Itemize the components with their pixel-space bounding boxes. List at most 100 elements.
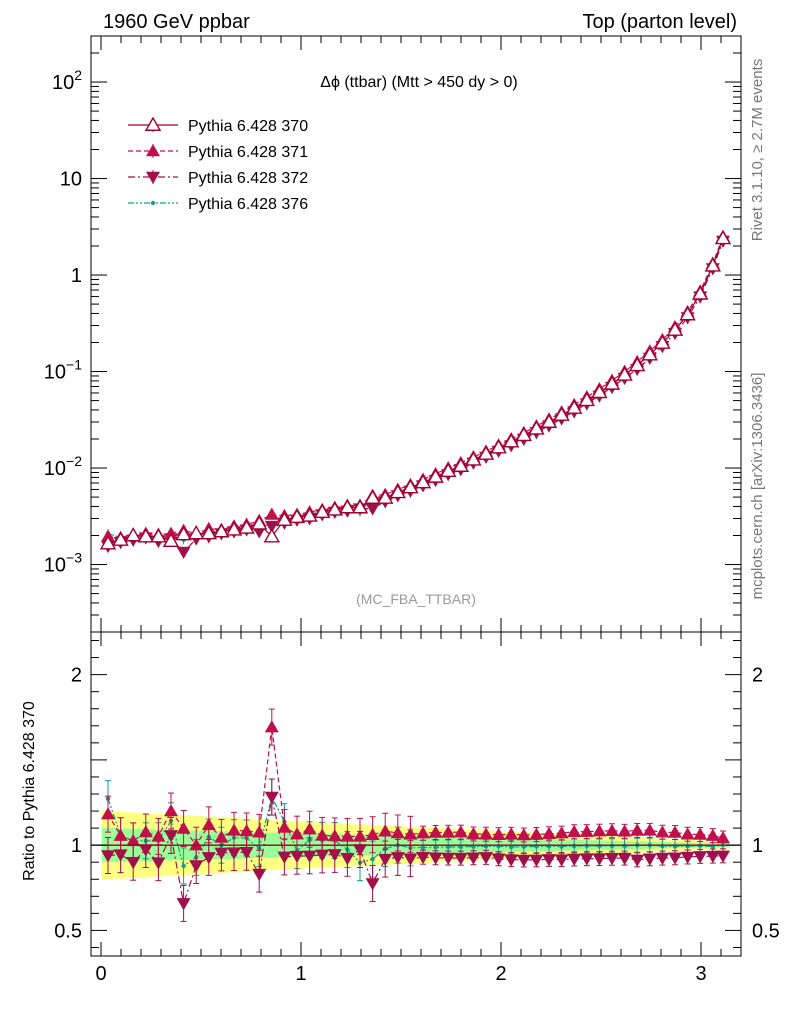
- data-point: [654, 334, 671, 349]
- data-point: [502, 433, 520, 448]
- data-point: [201, 852, 216, 865]
- data-point: [693, 827, 708, 840]
- data-point: [252, 825, 267, 838]
- data-point: [340, 829, 355, 842]
- data-point: [516, 854, 531, 867]
- data-point: [465, 451, 482, 466]
- data-point: [453, 825, 468, 838]
- ratio-axes-box: [90, 631, 742, 957]
- data-point: [439, 462, 457, 478]
- data-point: [679, 306, 696, 321]
- data-point: [376, 489, 394, 504]
- data-point: [704, 257, 722, 272]
- data-point: [609, 843, 615, 849]
- data-point: [214, 830, 229, 843]
- data-point: [339, 499, 356, 514]
- data-point: [250, 515, 268, 530]
- data-point: [146, 144, 160, 157]
- data-point: [181, 863, 186, 869]
- legend-entry: Pythia 6.428 372: [128, 170, 308, 187]
- data-point: [175, 526, 192, 541]
- legend-label: Pythia 6.428 370: [188, 118, 308, 135]
- data-point: [414, 473, 432, 489]
- data-point: [579, 824, 594, 837]
- data-point: [176, 546, 191, 559]
- data-point: [714, 229, 732, 245]
- legend-label: Pythia 6.428 371: [188, 144, 308, 161]
- data-point: [264, 720, 279, 733]
- data-point: [529, 854, 544, 867]
- x-tick-label: 2: [495, 963, 506, 985]
- ratio-y-tick-label: 1: [71, 835, 82, 857]
- ratio-y-tick-label-right: 2: [752, 665, 763, 687]
- data-point: [164, 830, 178, 843]
- data-point: [433, 845, 438, 850]
- data-point: [151, 829, 166, 842]
- data-point: [685, 843, 690, 849]
- data-point: [491, 853, 506, 866]
- data-point: [554, 854, 569, 867]
- data-point: [200, 525, 218, 540]
- data-point: [641, 346, 659, 361]
- data-point: [113, 849, 128, 862]
- data-point: [264, 507, 279, 520]
- data-point: [290, 827, 304, 840]
- data-point: [509, 844, 514, 850]
- data-point: [680, 851, 695, 864]
- y-tick-label: 1: [71, 265, 82, 287]
- data-point: [416, 826, 430, 839]
- x-tick-label: 0: [95, 963, 106, 985]
- data-point: [225, 521, 243, 536]
- data-point: [315, 849, 330, 862]
- data-point: [617, 824, 632, 837]
- data-point: [642, 853, 657, 866]
- data-point: [441, 825, 456, 838]
- data-point: [390, 825, 405, 839]
- data-point: [642, 823, 657, 836]
- data-point: [491, 827, 506, 840]
- series-pythia-6.428-376: [105, 233, 726, 885]
- data-point: [617, 852, 632, 866]
- series-pythia-6.428-371: [101, 229, 730, 864]
- ratio-y-tick-label: 0.5: [54, 920, 82, 942]
- data-point: [705, 828, 720, 841]
- data-point: [378, 853, 393, 867]
- ratio-y-tick-label: 2: [71, 665, 82, 687]
- data-point: [490, 439, 507, 454]
- data-point: [655, 852, 670, 866]
- data-point: [365, 827, 380, 840]
- ratio-y-label: Ratio to Pythia 6.428 370: [21, 701, 38, 881]
- y-tick-label: 10−2: [44, 453, 82, 480]
- data-point: [528, 420, 545, 435]
- data-point: [390, 852, 405, 865]
- data-point: [264, 520, 279, 534]
- data-point: [592, 824, 607, 837]
- data-point: [340, 853, 355, 866]
- data-point: [112, 531, 129, 546]
- data-point: [553, 406, 570, 421]
- data-point: [680, 827, 695, 840]
- data-point: [213, 523, 230, 538]
- y-tick-label: 10−3: [44, 550, 82, 577]
- legend-entry: Pythia 6.428 370: [128, 116, 308, 135]
- data-point: [164, 804, 178, 817]
- legend-entry: Pythia 6.428 376: [128, 196, 308, 213]
- data-point: [565, 399, 583, 414]
- y-tick-label: 10: [60, 169, 82, 191]
- data-point: [660, 843, 665, 849]
- data-point: [716, 850, 730, 863]
- data-point: [351, 499, 369, 514]
- data-point: [453, 852, 468, 866]
- data-point: [187, 525, 205, 540]
- data-point: [479, 827, 493, 840]
- data-point: [603, 375, 621, 390]
- series-line: [107, 240, 724, 553]
- data-point: [542, 854, 556, 867]
- data-point: [239, 823, 254, 837]
- data-point: [189, 860, 204, 873]
- x-tick-label: 1: [295, 963, 306, 985]
- legend-label: Pythia 6.428 376: [188, 196, 308, 213]
- y-tick-label: 10−1: [44, 357, 82, 384]
- data-point: [441, 852, 456, 865]
